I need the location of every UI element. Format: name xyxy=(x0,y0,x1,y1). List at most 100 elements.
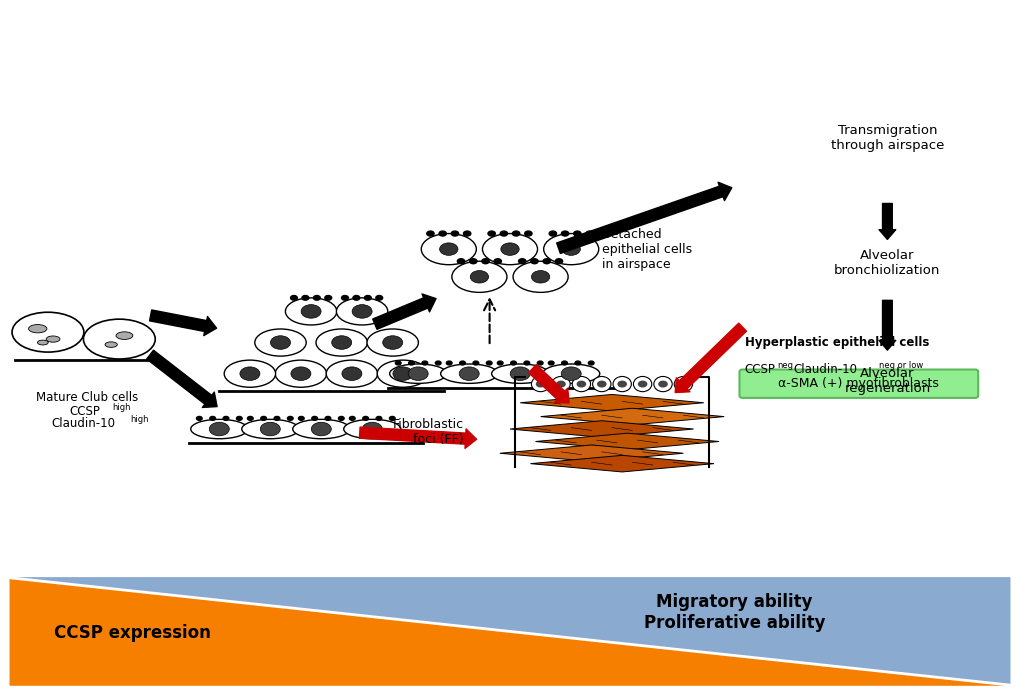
Circle shape xyxy=(548,361,553,365)
Circle shape xyxy=(531,271,549,283)
Circle shape xyxy=(556,381,565,387)
Ellipse shape xyxy=(326,360,377,388)
Circle shape xyxy=(512,231,520,236)
Circle shape xyxy=(446,361,451,365)
Polygon shape xyxy=(10,578,1009,685)
Circle shape xyxy=(500,243,519,255)
Ellipse shape xyxy=(367,329,418,356)
Circle shape xyxy=(341,295,348,300)
Circle shape xyxy=(493,259,501,264)
Circle shape xyxy=(392,367,413,381)
Ellipse shape xyxy=(191,419,248,439)
Circle shape xyxy=(409,361,414,365)
Circle shape xyxy=(408,367,428,381)
Circle shape xyxy=(353,295,360,300)
Circle shape xyxy=(542,259,550,264)
Circle shape xyxy=(511,361,516,365)
Ellipse shape xyxy=(451,262,506,292)
Circle shape xyxy=(352,304,372,318)
Ellipse shape xyxy=(612,376,631,392)
Ellipse shape xyxy=(285,298,336,325)
Circle shape xyxy=(510,367,530,381)
Text: neg or low: neg or low xyxy=(878,361,922,370)
Circle shape xyxy=(375,295,382,300)
Ellipse shape xyxy=(543,234,598,265)
Text: CCSP expression: CCSP expression xyxy=(54,624,211,642)
Circle shape xyxy=(324,295,331,300)
Circle shape xyxy=(463,231,471,236)
Polygon shape xyxy=(535,433,718,450)
Circle shape xyxy=(313,295,320,300)
Polygon shape xyxy=(540,408,723,425)
Circle shape xyxy=(638,381,646,387)
Circle shape xyxy=(338,417,343,420)
Circle shape xyxy=(350,417,355,420)
Polygon shape xyxy=(510,421,693,437)
Polygon shape xyxy=(520,394,703,411)
Circle shape xyxy=(422,361,427,365)
Ellipse shape xyxy=(12,312,84,352)
Text: neg: neg xyxy=(776,361,793,370)
Ellipse shape xyxy=(440,364,497,383)
Circle shape xyxy=(588,361,593,365)
Ellipse shape xyxy=(531,376,549,392)
Circle shape xyxy=(473,361,478,365)
Circle shape xyxy=(561,243,580,255)
Ellipse shape xyxy=(316,329,367,356)
Circle shape xyxy=(341,367,362,381)
Text: Claudin-10: Claudin-10 xyxy=(51,417,115,430)
Ellipse shape xyxy=(572,376,590,392)
Ellipse shape xyxy=(389,364,446,383)
Circle shape xyxy=(499,231,507,236)
Circle shape xyxy=(435,361,440,365)
Circle shape xyxy=(524,361,529,365)
Circle shape xyxy=(290,367,311,381)
Circle shape xyxy=(560,231,569,236)
Circle shape xyxy=(439,243,458,255)
Text: high: high xyxy=(112,403,130,412)
Ellipse shape xyxy=(377,360,428,388)
Text: Detached
epithelial cells
in airspace: Detached epithelial cells in airspace xyxy=(601,228,691,271)
Circle shape xyxy=(548,231,556,236)
Circle shape xyxy=(618,381,626,387)
Circle shape xyxy=(487,231,495,236)
Circle shape xyxy=(554,259,562,264)
Circle shape xyxy=(325,417,330,420)
Circle shape xyxy=(575,361,580,365)
Ellipse shape xyxy=(336,298,387,325)
Circle shape xyxy=(210,417,215,420)
Circle shape xyxy=(497,361,502,365)
Circle shape xyxy=(573,231,581,236)
Circle shape xyxy=(679,381,687,387)
Text: Mature Club cells: Mature Club cells xyxy=(36,391,138,404)
Ellipse shape xyxy=(84,319,155,359)
Ellipse shape xyxy=(116,332,132,340)
Circle shape xyxy=(524,231,532,236)
Text: high: high xyxy=(130,415,149,424)
Circle shape xyxy=(469,259,477,264)
Circle shape xyxy=(331,336,352,349)
Circle shape xyxy=(302,295,309,300)
Circle shape xyxy=(460,361,465,365)
Circle shape xyxy=(457,259,465,264)
Circle shape xyxy=(426,231,434,236)
Circle shape xyxy=(301,304,321,318)
Text: Fibroblastic
foci (FF): Fibroblastic foci (FF) xyxy=(392,419,464,446)
Circle shape xyxy=(261,417,266,420)
Circle shape xyxy=(470,271,488,283)
Circle shape xyxy=(536,381,544,387)
Circle shape xyxy=(518,259,526,264)
Circle shape xyxy=(658,381,666,387)
Text: Alveolar
bronchiolization: Alveolar bronchiolization xyxy=(834,249,940,277)
Circle shape xyxy=(236,417,242,420)
Ellipse shape xyxy=(105,342,117,347)
Ellipse shape xyxy=(542,364,599,383)
Circle shape xyxy=(450,231,459,236)
Ellipse shape xyxy=(513,262,568,292)
Polygon shape xyxy=(530,455,713,472)
Circle shape xyxy=(364,295,371,300)
Circle shape xyxy=(311,422,331,436)
Text: Transmigration
through airspace: Transmigration through airspace xyxy=(829,125,944,152)
Ellipse shape xyxy=(242,419,299,439)
Circle shape xyxy=(438,231,446,236)
